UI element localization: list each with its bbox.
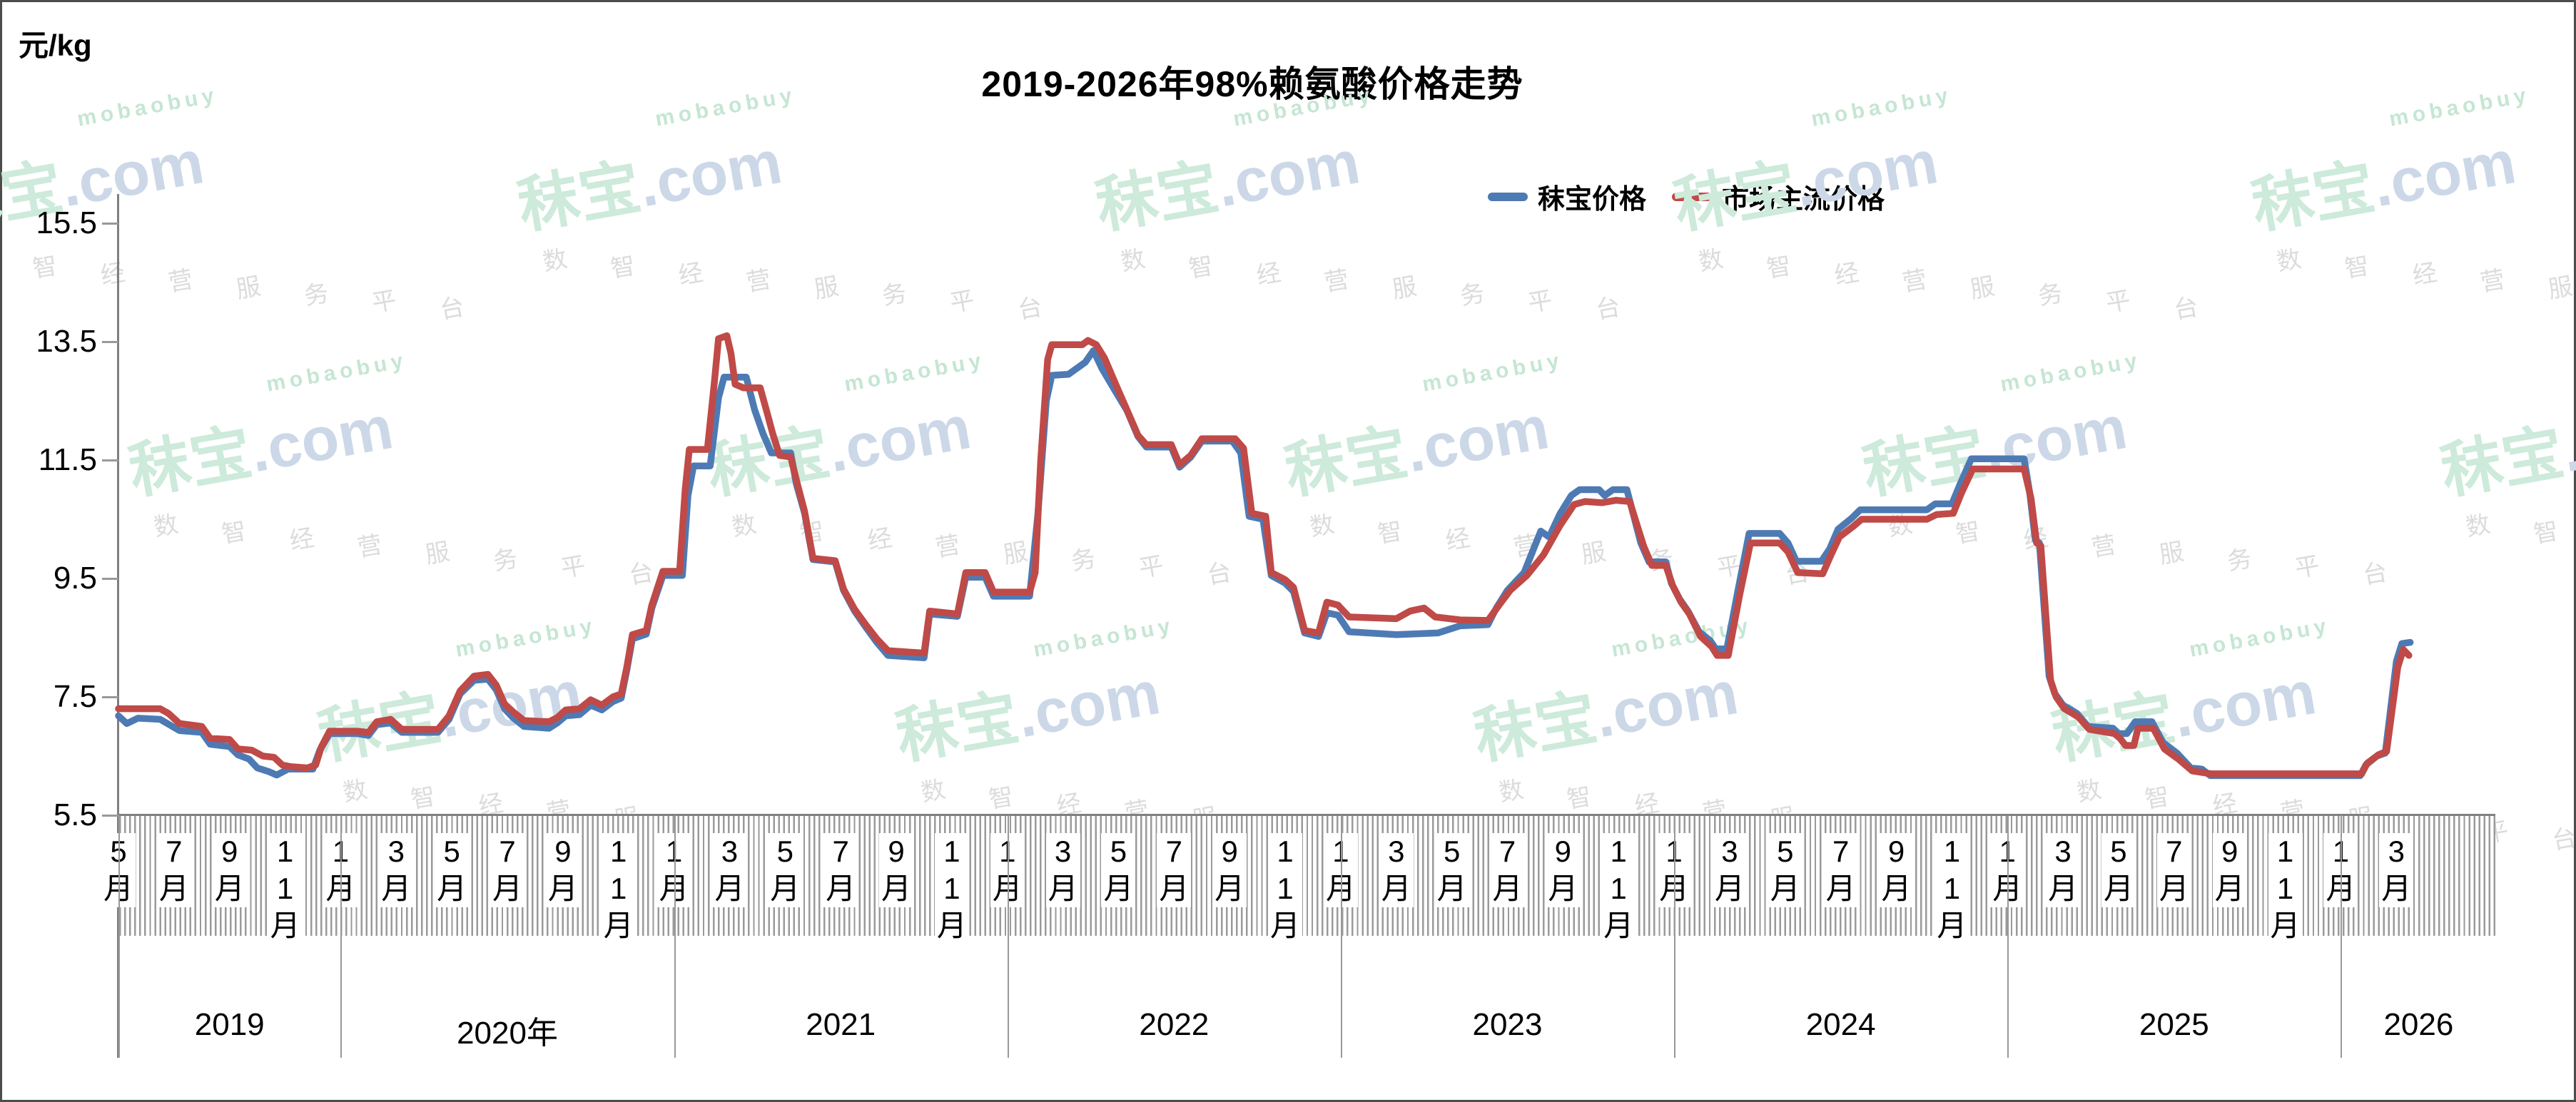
year-label: 2020年 (457, 1016, 558, 1051)
y-axis-line (117, 194, 119, 1058)
year-separator (118, 815, 120, 1058)
year-separator (1007, 815, 1009, 1058)
year-separator (1674, 815, 1676, 1058)
price-line-市场主流价格 (115, 332, 2413, 777)
year-label: 2023 (1472, 1007, 1543, 1042)
year-label: 2024 (1805, 1007, 1876, 1042)
chart-title: 2019-2026年98%赖氨酸价格走势 (981, 64, 1523, 104)
y-tick-label: 11.5 (38, 442, 97, 477)
y-axis-unit-label: 元/kg (19, 29, 92, 62)
y-tick-label: 15.5 (36, 205, 97, 240)
y-tick-mark (102, 459, 118, 461)
year-separator (1340, 815, 1342, 1058)
legend-swatch-blue (1488, 192, 1528, 201)
y-tick-mark (102, 815, 118, 817)
year-separator (2007, 815, 2009, 1058)
legend-item-mobao: 秣宝价格 (1488, 177, 1646, 216)
year-label: 2026 (2383, 1007, 2454, 1042)
legend: 秣宝价格 市场主流价格 (1488, 177, 1885, 216)
y-tick-label: 9.5 (53, 561, 97, 596)
y-tick-label: 13.5 (36, 324, 97, 359)
year-label: 2021 (806, 1007, 876, 1042)
year-label: 2019 (194, 1007, 265, 1042)
x-axis-line (117, 814, 2495, 816)
year-label: 2025 (2139, 1007, 2209, 1042)
year-separator (2341, 815, 2343, 1058)
y-tick-label: 7.5 (53, 679, 97, 714)
legend-label-market: 市场主流价格 (1722, 185, 1885, 215)
y-tick-mark (102, 223, 118, 225)
legend-label-mobao: 秣宝价格 (1538, 185, 1647, 215)
year-label: 2022 (1139, 1007, 1210, 1042)
y-tick-mark (102, 341, 118, 343)
year-separator (674, 815, 676, 1058)
y-tick-mark (102, 578, 118, 580)
legend-swatch-red (1672, 192, 1713, 201)
y-tick-label: 5.5 (53, 797, 97, 832)
legend-item-market: 市场主流价格 (1672, 177, 1885, 216)
y-tick-mark (102, 696, 118, 698)
year-separator (340, 815, 343, 1058)
